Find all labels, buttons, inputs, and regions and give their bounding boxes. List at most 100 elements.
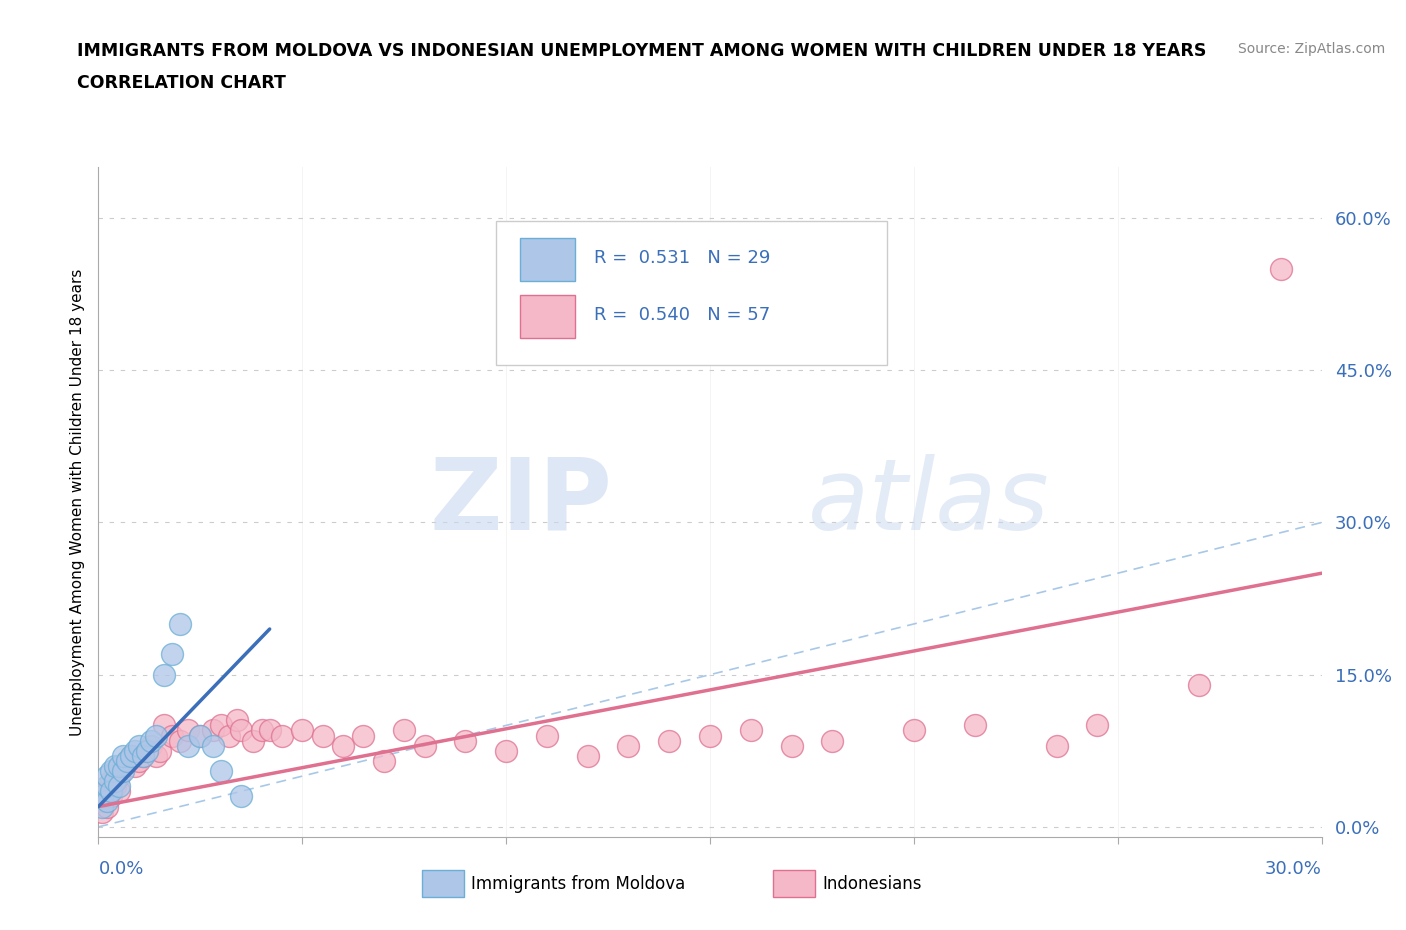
- Point: [226, 713, 249, 728]
- Point: [209, 764, 232, 778]
- Point: [145, 728, 167, 743]
- Point: [821, 733, 844, 748]
- Text: ZIP: ZIP: [429, 454, 612, 551]
- Point: [104, 778, 127, 793]
- Point: [91, 789, 114, 804]
- Point: [108, 778, 131, 793]
- Point: [740, 723, 762, 737]
- Point: [152, 718, 174, 733]
- Point: [495, 743, 517, 758]
- Point: [332, 738, 354, 753]
- Point: [132, 749, 155, 764]
- Text: R =  0.531   N = 29: R = 0.531 N = 29: [593, 249, 770, 267]
- Point: [115, 753, 138, 768]
- Point: [699, 728, 721, 743]
- Point: [169, 617, 191, 631]
- Point: [177, 723, 200, 737]
- Text: Source: ZipAtlas.com: Source: ZipAtlas.com: [1237, 42, 1385, 56]
- Point: [108, 759, 131, 774]
- Point: [576, 749, 599, 764]
- Point: [108, 769, 131, 784]
- Point: [312, 728, 335, 743]
- Bar: [520, 295, 575, 339]
- Point: [124, 743, 146, 758]
- Point: [100, 764, 122, 778]
- Point: [352, 728, 374, 743]
- Text: Immigrants from Moldova: Immigrants from Moldova: [471, 874, 685, 893]
- Point: [536, 728, 558, 743]
- Point: [152, 667, 174, 682]
- Point: [188, 728, 212, 743]
- Point: [1188, 677, 1211, 692]
- Point: [111, 759, 134, 774]
- Point: [201, 723, 224, 737]
- Point: [91, 804, 114, 819]
- Point: [115, 753, 138, 768]
- Point: [111, 749, 134, 764]
- Text: 0.0%: 0.0%: [98, 860, 143, 879]
- Point: [104, 774, 127, 789]
- Text: CORRELATION CHART: CORRELATION CHART: [77, 74, 287, 92]
- Text: 30.0%: 30.0%: [1265, 860, 1322, 879]
- Point: [160, 728, 183, 743]
- Text: Indonesians: Indonesians: [823, 874, 922, 893]
- Point: [96, 769, 118, 784]
- Point: [128, 738, 150, 753]
- Point: [104, 759, 127, 774]
- Point: [454, 733, 477, 748]
- Point: [108, 784, 131, 799]
- Point: [658, 733, 681, 748]
- Point: [242, 733, 264, 748]
- Point: [120, 749, 142, 764]
- Point: [1085, 718, 1108, 733]
- Point: [96, 794, 118, 809]
- Point: [141, 738, 163, 753]
- Point: [617, 738, 640, 753]
- Point: [141, 733, 163, 748]
- Point: [100, 789, 122, 804]
- Point: [91, 794, 114, 809]
- Point: [780, 738, 803, 753]
- Point: [136, 743, 159, 758]
- Point: [128, 753, 150, 768]
- Point: [201, 738, 224, 753]
- Point: [96, 799, 118, 814]
- Point: [413, 738, 436, 753]
- Point: [259, 723, 281, 737]
- Point: [392, 723, 416, 737]
- Point: [231, 723, 253, 737]
- Point: [209, 718, 232, 733]
- Y-axis label: Unemployment Among Women with Children Under 18 years: Unemployment Among Women with Children U…: [69, 269, 84, 736]
- Point: [160, 647, 183, 662]
- Point: [96, 784, 118, 799]
- Point: [373, 753, 395, 768]
- Text: R =  0.540   N = 57: R = 0.540 N = 57: [593, 306, 770, 324]
- Point: [218, 728, 240, 743]
- Point: [91, 799, 114, 814]
- Point: [120, 749, 142, 764]
- Point: [96, 778, 118, 793]
- Point: [104, 764, 127, 778]
- Point: [270, 728, 294, 743]
- Point: [124, 759, 146, 774]
- Point: [149, 743, 172, 758]
- Point: [100, 784, 122, 799]
- Point: [169, 733, 191, 748]
- Point: [145, 749, 167, 764]
- Point: [136, 743, 159, 758]
- Point: [231, 789, 253, 804]
- Point: [132, 749, 155, 764]
- Point: [965, 718, 987, 733]
- Bar: [520, 238, 575, 281]
- Text: IMMIGRANTS FROM MOLDOVA VS INDONESIAN UNEMPLOYMENT AMONG WOMEN WITH CHILDREN UND: IMMIGRANTS FROM MOLDOVA VS INDONESIAN UN…: [77, 42, 1206, 60]
- Point: [111, 764, 134, 778]
- Point: [250, 723, 273, 737]
- Point: [100, 774, 122, 789]
- Point: [291, 723, 314, 737]
- Text: atlas: atlas: [808, 454, 1049, 551]
- Point: [177, 738, 200, 753]
- FancyBboxPatch shape: [496, 221, 887, 365]
- Point: [1045, 738, 1069, 753]
- Point: [1270, 261, 1292, 276]
- Point: [188, 728, 212, 743]
